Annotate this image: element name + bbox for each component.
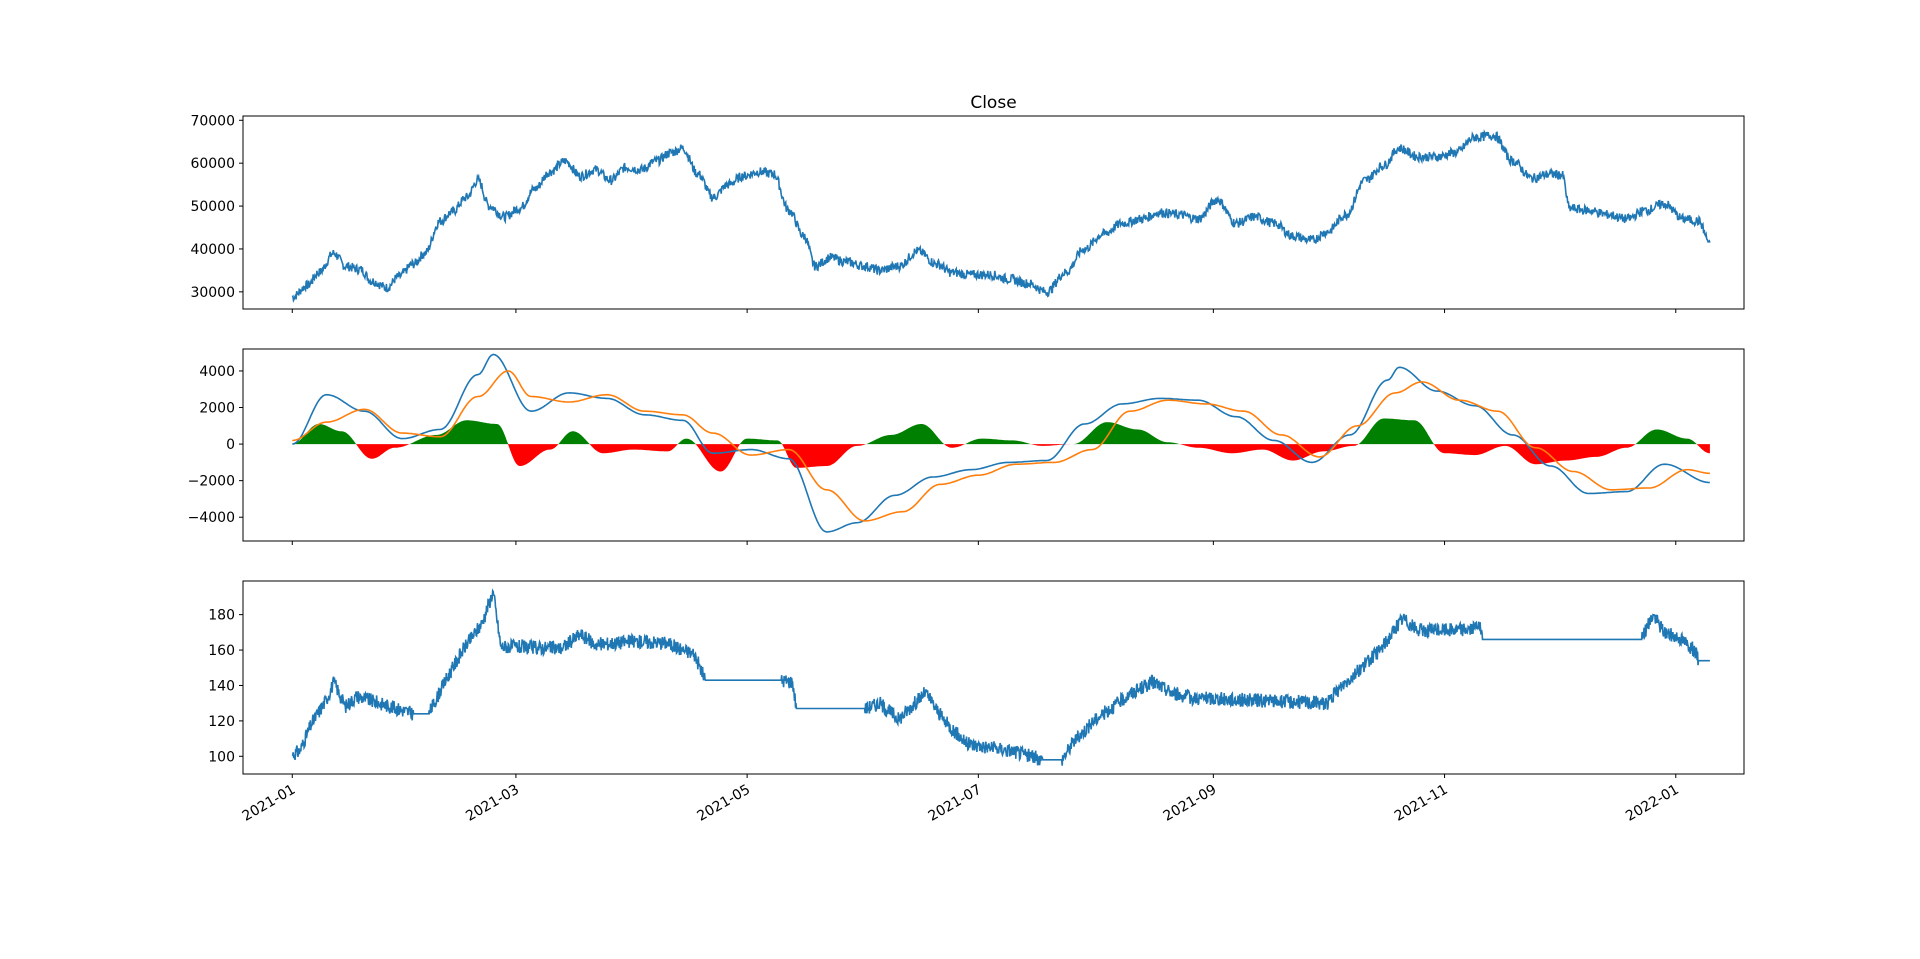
y-tick-label: 160	[208, 643, 235, 659]
y-tick-label: 50000	[190, 199, 235, 215]
close-line	[291, 128, 1711, 304]
x-tick-label: 2021-07	[926, 782, 985, 825]
y-tick-label: −2000	[188, 474, 235, 490]
axes-frame	[242, 580, 1745, 775]
y-tick-label: 0	[226, 437, 235, 453]
y-tick-label: −4000	[188, 510, 235, 526]
chart-panel-1: 30000 40000 50000 60000 70000	[190, 113, 1745, 313]
y-tick-label: 140	[208, 678, 235, 694]
histogram-positive-area	[292, 418, 1710, 445]
y-tick-label: 40000	[190, 242, 235, 258]
y-tick-label: 30000	[190, 285, 235, 301]
x-tick-label: 2021-09	[1161, 782, 1220, 825]
chart-panel-3: 100 120 140 160 180 2021-01 2021-03 2021-05 2021…	[208, 580, 1745, 825]
x-tick-label: 2021-11	[1392, 782, 1451, 825]
x-tick-label: 2021-03	[463, 782, 522, 825]
chart-panel-2: −4000 −2000 0 2000 4000	[188, 348, 1745, 545]
price-line	[291, 588, 1710, 766]
axes-frame	[242, 348, 1745, 542]
x-tick-label: 2021-01	[240, 782, 299, 825]
macd-line	[292, 353, 1710, 533]
y-tick-label: 4000	[199, 364, 235, 380]
y-tick-label: 180	[208, 608, 235, 624]
y-tick-label: 120	[208, 714, 235, 730]
histogram-negative-area	[292, 444, 1710, 472]
axes-frame	[242, 115, 1745, 310]
y-tick-label: 100	[208, 749, 235, 765]
y-tick-label: 2000	[199, 401, 235, 417]
x-tick-label: 2021-05	[694, 782, 753, 825]
signal-line	[292, 370, 1710, 522]
y-tick-label: 60000	[190, 156, 235, 172]
chart-title: Close	[970, 93, 1016, 113]
y-tick-label: 70000	[190, 113, 235, 129]
x-tick-label: 2022-01	[1623, 782, 1682, 825]
